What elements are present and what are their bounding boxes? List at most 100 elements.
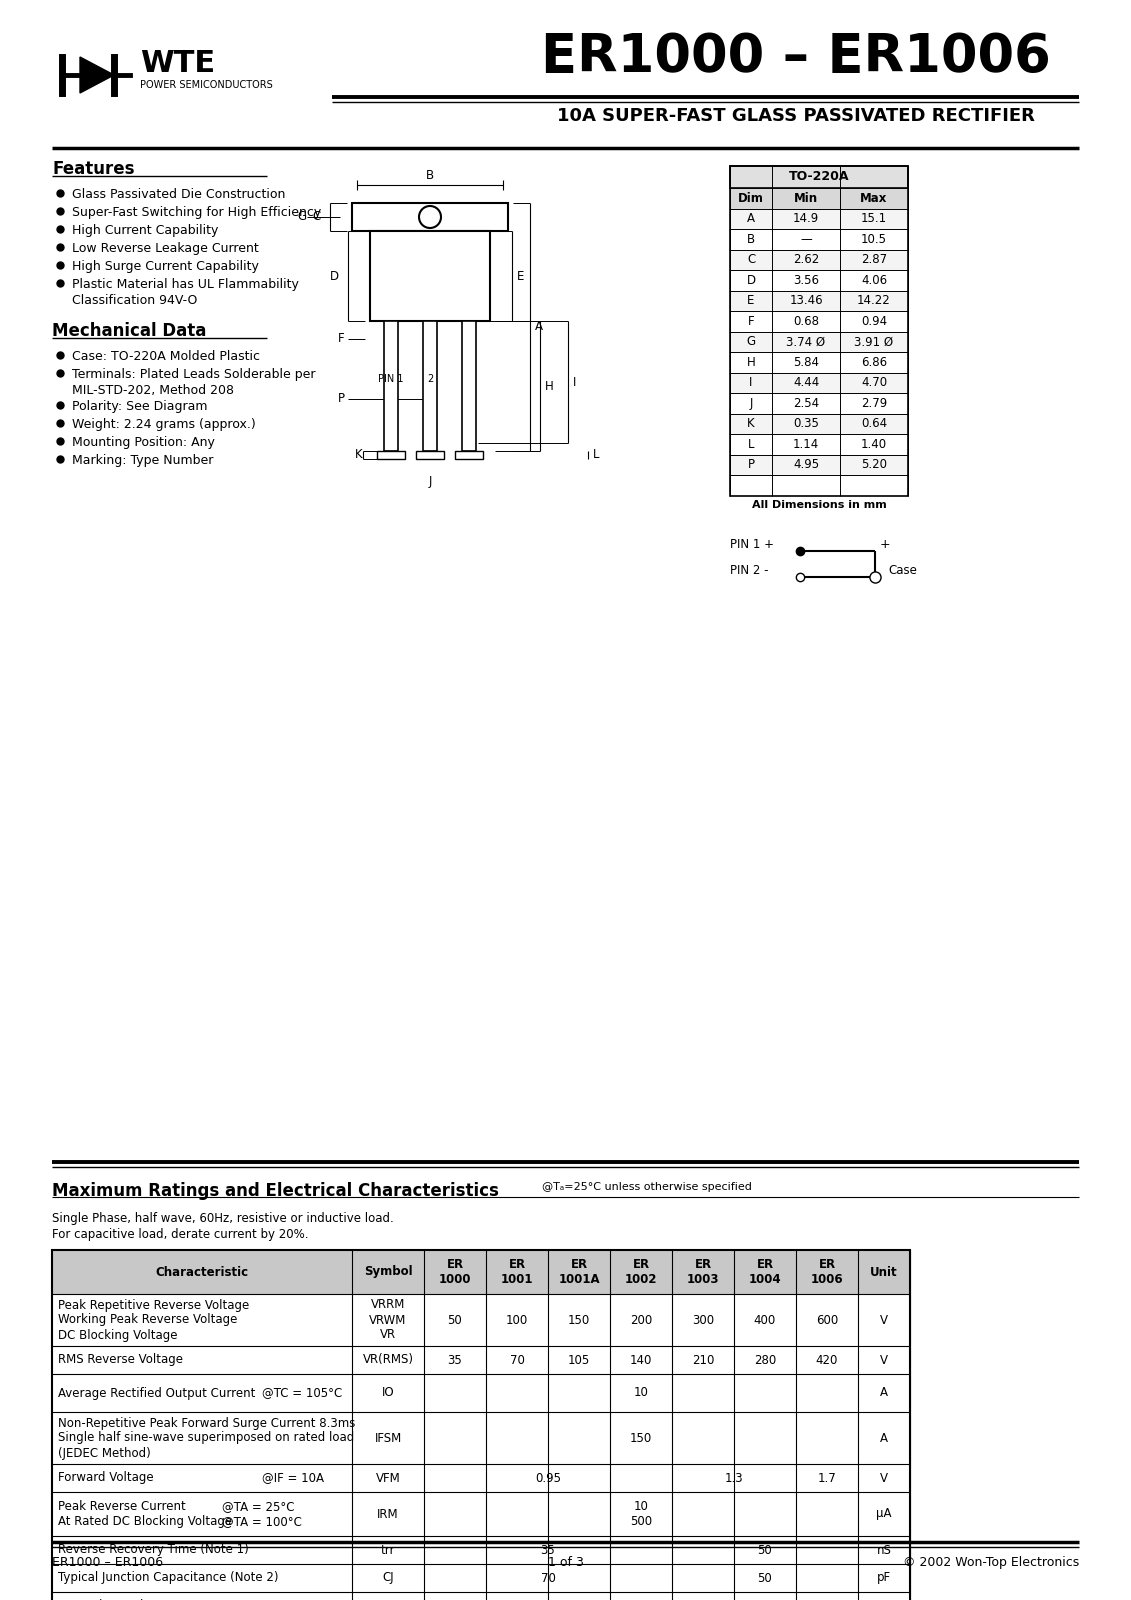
Bar — [52, 1374, 910, 1411]
Text: 15.1: 15.1 — [861, 213, 887, 226]
Bar — [729, 454, 908, 475]
Text: 4.44: 4.44 — [793, 376, 819, 389]
Text: 70: 70 — [541, 1571, 555, 1584]
Bar — [52, 1565, 910, 1592]
Text: 6.86: 6.86 — [861, 355, 887, 368]
Text: 50: 50 — [758, 1544, 772, 1557]
Bar — [729, 413, 908, 434]
Text: @IF = 10A: @IF = 10A — [262, 1472, 323, 1485]
Text: ER
1001: ER 1001 — [501, 1258, 533, 1286]
Bar — [52, 1250, 910, 1600]
Text: 2.87: 2.87 — [861, 253, 887, 266]
Text: Case: Case — [888, 565, 917, 578]
Text: C: C — [312, 211, 320, 224]
Text: L: L — [748, 438, 754, 451]
Bar — [729, 434, 908, 454]
Text: Marking: Type Number: Marking: Type Number — [72, 454, 214, 467]
Text: H: H — [545, 379, 554, 392]
Text: 2.79: 2.79 — [861, 397, 887, 410]
Text: IFSM: IFSM — [374, 1432, 402, 1445]
Text: Terminals: Plated Leads Solderable per: Terminals: Plated Leads Solderable per — [72, 368, 316, 381]
Bar — [52, 1536, 910, 1565]
Text: ER
1000: ER 1000 — [439, 1258, 472, 1286]
Bar — [377, 451, 405, 459]
Bar — [729, 352, 908, 373]
Text: A: A — [880, 1432, 888, 1445]
Text: F: F — [338, 333, 345, 346]
Text: @Tₐ=25°C unless otherwise specified: @Tₐ=25°C unless otherwise specified — [542, 1182, 752, 1192]
Text: pF: pF — [877, 1571, 891, 1584]
Text: P: P — [338, 392, 345, 405]
Text: Symbol: Symbol — [364, 1266, 413, 1278]
Text: 70: 70 — [510, 1354, 525, 1366]
Text: Reverse Recovery Time (Note 1): Reverse Recovery Time (Note 1) — [58, 1544, 249, 1557]
Text: 5.84: 5.84 — [793, 355, 819, 368]
Text: 1.14: 1.14 — [793, 438, 819, 451]
Bar — [729, 291, 908, 310]
Text: Maximum Ratings and Electrical Characteristics: Maximum Ratings and Electrical Character… — [52, 1182, 499, 1200]
Bar — [416, 451, 444, 459]
Text: Polarity: See Diagram: Polarity: See Diagram — [72, 400, 207, 413]
Circle shape — [418, 206, 441, 227]
Text: Typical Junction Capacitance (Note 2): Typical Junction Capacitance (Note 2) — [58, 1571, 278, 1584]
Bar — [729, 331, 908, 352]
Text: VFM: VFM — [375, 1472, 400, 1485]
Text: L: L — [593, 448, 599, 461]
Text: Classification 94V-O: Classification 94V-O — [72, 294, 198, 307]
Text: V: V — [880, 1354, 888, 1366]
Text: J: J — [750, 397, 753, 410]
Text: 10.5: 10.5 — [861, 232, 887, 246]
Text: C: C — [746, 253, 756, 266]
Text: 105: 105 — [568, 1354, 590, 1366]
Text: I: I — [750, 376, 753, 389]
Text: 50: 50 — [758, 1571, 772, 1584]
Text: Average Rectified Output Current: Average Rectified Output Current — [58, 1387, 256, 1400]
Text: 0.95: 0.95 — [535, 1472, 561, 1485]
Polygon shape — [80, 58, 114, 93]
Text: TO-220A: TO-220A — [788, 171, 849, 184]
Text: F: F — [748, 315, 754, 328]
Text: IRM: IRM — [377, 1507, 399, 1520]
Text: μA: μA — [877, 1507, 891, 1520]
Bar — [729, 166, 908, 187]
Text: VRRM
VRWM
VR: VRRM VRWM VR — [370, 1299, 407, 1341]
Text: ER
1006: ER 1006 — [811, 1258, 844, 1286]
Text: P: P — [748, 458, 754, 472]
Bar — [729, 373, 908, 394]
Text: 2.62: 2.62 — [793, 253, 819, 266]
Bar — [729, 208, 908, 229]
Text: A: A — [535, 320, 543, 333]
Text: Non-Repetitive Peak Forward Surge Current 8.3ms
Single half sine-wave superimpos: Non-Repetitive Peak Forward Surge Curren… — [58, 1416, 355, 1459]
Bar — [352, 203, 508, 230]
Text: 35: 35 — [448, 1354, 463, 1366]
Text: ER
1001A: ER 1001A — [559, 1258, 599, 1286]
Text: Forward Voltage: Forward Voltage — [58, 1472, 154, 1485]
Text: Dim: Dim — [739, 192, 763, 205]
Text: ER
1004: ER 1004 — [749, 1258, 782, 1286]
Text: Single Phase, half wave, 60Hz, resistive or inductive load.: Single Phase, half wave, 60Hz, resistive… — [52, 1213, 394, 1226]
Bar — [52, 1464, 910, 1491]
Text: 140: 140 — [630, 1354, 653, 1366]
Text: 10A SUPER-FAST GLASS PASSIVATED RECTIFIER: 10A SUPER-FAST GLASS PASSIVATED RECTIFIE… — [556, 107, 1035, 125]
Text: 280: 280 — [754, 1354, 776, 1366]
Text: @TC = 105°C: @TC = 105°C — [262, 1387, 343, 1400]
Bar — [52, 1491, 910, 1536]
Text: 4.95: 4.95 — [793, 458, 819, 472]
Bar — [370, 230, 490, 322]
Text: Plastic Material has UL Flammability: Plastic Material has UL Flammability — [72, 278, 299, 291]
Text: 300: 300 — [692, 1314, 714, 1326]
Text: 600: 600 — [815, 1314, 838, 1326]
Text: —: — — [800, 232, 812, 246]
Bar — [729, 270, 908, 291]
Text: 1.7: 1.7 — [818, 1472, 837, 1485]
Bar — [729, 187, 908, 208]
Text: High Current Capability: High Current Capability — [72, 224, 218, 237]
Text: 210: 210 — [692, 1354, 714, 1366]
Text: 0.94: 0.94 — [861, 315, 887, 328]
Text: ER
1003: ER 1003 — [687, 1258, 719, 1286]
Text: MIL-STD-202, Method 208: MIL-STD-202, Method 208 — [72, 384, 234, 397]
Text: 10: 10 — [633, 1499, 648, 1512]
Bar — [385, 322, 398, 451]
Text: 0.68: 0.68 — [793, 315, 819, 328]
Text: 50: 50 — [448, 1314, 463, 1326]
